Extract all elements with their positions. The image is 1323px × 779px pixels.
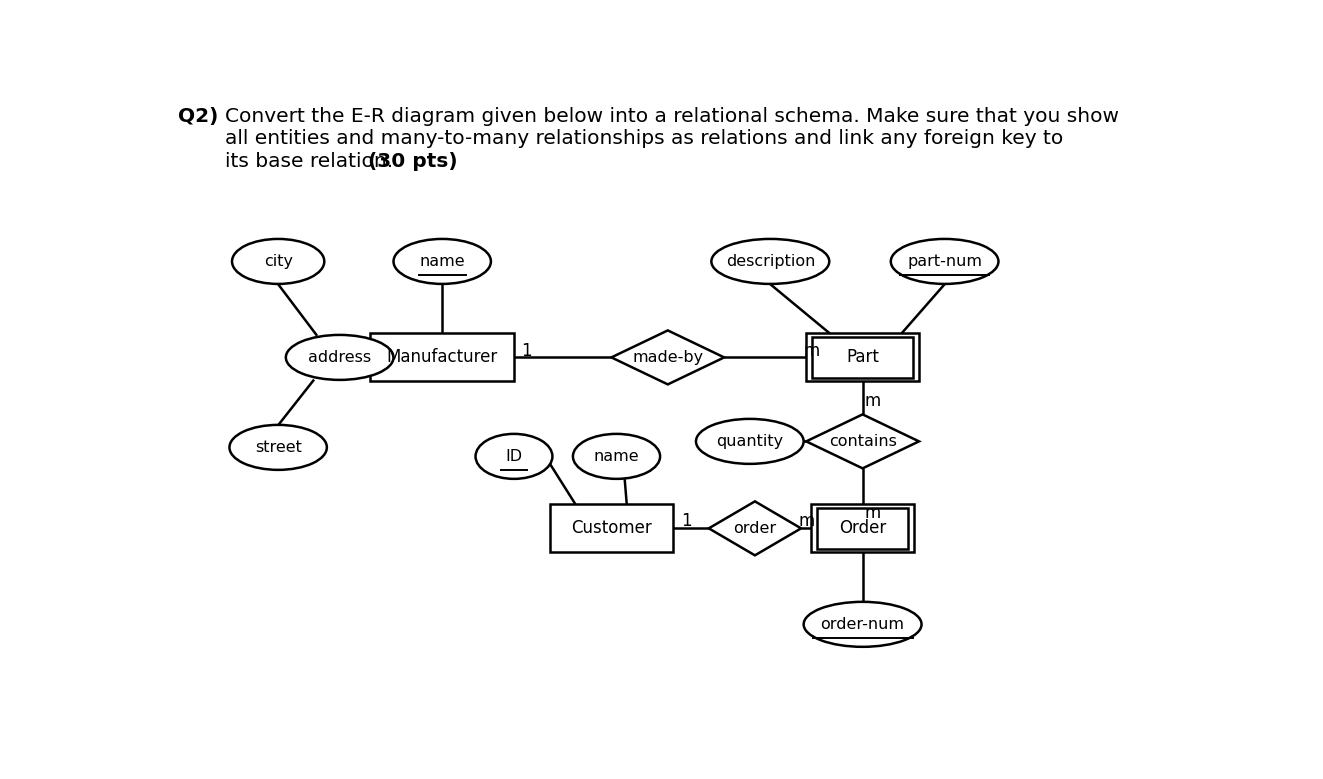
Text: Customer: Customer xyxy=(572,520,652,538)
Bar xyxy=(812,337,913,378)
Text: m: m xyxy=(865,392,881,410)
Ellipse shape xyxy=(232,239,324,284)
Text: 1: 1 xyxy=(521,343,532,361)
Text: order: order xyxy=(733,521,777,536)
Text: part-num: part-num xyxy=(908,254,982,269)
Text: description: description xyxy=(725,254,815,269)
Text: m: m xyxy=(803,343,819,361)
Bar xyxy=(811,504,914,552)
Text: Order: Order xyxy=(839,520,886,538)
Text: Q2): Q2) xyxy=(177,107,218,125)
Text: Part: Part xyxy=(847,348,878,366)
Ellipse shape xyxy=(475,434,553,479)
Text: contains: contains xyxy=(828,434,897,449)
Polygon shape xyxy=(709,502,802,555)
Text: name: name xyxy=(419,254,464,269)
Ellipse shape xyxy=(573,434,660,479)
Text: Manufacturer: Manufacturer xyxy=(386,348,497,366)
Bar xyxy=(818,508,908,548)
Text: address: address xyxy=(308,350,372,365)
Text: made-by: made-by xyxy=(632,350,704,365)
Polygon shape xyxy=(611,330,724,384)
Ellipse shape xyxy=(803,602,922,647)
Text: (30 pts): (30 pts) xyxy=(368,152,458,171)
Text: its base relation.: its base relation. xyxy=(225,152,400,171)
Text: 1: 1 xyxy=(681,512,692,530)
Text: quantity: quantity xyxy=(716,434,783,449)
Bar xyxy=(370,333,515,382)
Text: order-num: order-num xyxy=(820,617,905,632)
Text: Convert the E-R diagram given below into a relational schema. Make sure that you: Convert the E-R diagram given below into… xyxy=(225,107,1119,125)
Ellipse shape xyxy=(286,335,393,380)
Ellipse shape xyxy=(890,239,999,284)
Text: m: m xyxy=(798,512,815,530)
Text: m: m xyxy=(865,504,881,523)
Text: street: street xyxy=(255,440,302,455)
Polygon shape xyxy=(806,414,919,468)
Ellipse shape xyxy=(696,419,803,464)
Ellipse shape xyxy=(229,425,327,470)
Bar xyxy=(806,333,919,382)
Text: city: city xyxy=(263,254,292,269)
Text: ID: ID xyxy=(505,449,523,464)
Text: name: name xyxy=(594,449,639,464)
Text: all entities and many-to-many relationships as relations and link any foreign ke: all entities and many-to-many relationsh… xyxy=(225,129,1064,149)
Ellipse shape xyxy=(393,239,491,284)
Ellipse shape xyxy=(712,239,830,284)
Bar xyxy=(550,504,673,552)
